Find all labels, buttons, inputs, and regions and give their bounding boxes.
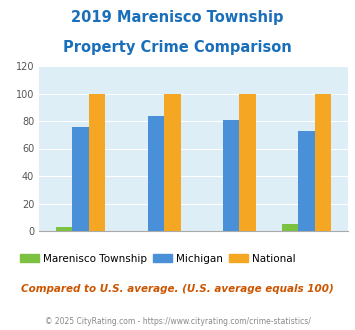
Bar [223,120,239,231]
Bar [148,115,164,231]
Bar [89,93,105,231]
Text: © 2025 CityRating.com - https://www.cityrating.com/crime-statistics/: © 2025 CityRating.com - https://www.city… [45,317,310,326]
Bar [282,224,298,231]
Bar [298,131,315,231]
Text: Compared to U.S. average. (U.S. average equals 100): Compared to U.S. average. (U.S. average … [21,284,334,294]
Bar [72,126,89,231]
Text: Property Crime Comparison: Property Crime Comparison [63,40,292,54]
Legend: Marenisco Township, Michigan, National: Marenisco Township, Michigan, National [16,249,300,268]
Bar [164,93,181,231]
Text: 2019 Marenisco Township: 2019 Marenisco Township [71,10,284,25]
Bar [239,93,256,231]
Bar [56,227,72,231]
Bar [315,93,331,231]
